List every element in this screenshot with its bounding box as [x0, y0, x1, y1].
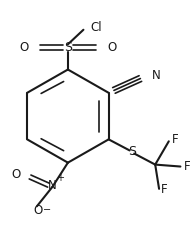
Text: S: S [64, 41, 72, 54]
Text: +: + [56, 173, 64, 183]
Text: S: S [128, 145, 136, 159]
Text: O: O [33, 204, 42, 217]
Text: N: N [48, 179, 57, 193]
Text: −: − [42, 205, 51, 215]
Text: O: O [19, 41, 28, 54]
Text: O: O [11, 168, 20, 181]
Text: F: F [161, 183, 168, 196]
Text: O: O [108, 41, 117, 54]
Text: N: N [152, 69, 161, 82]
Text: F: F [172, 133, 178, 146]
Text: F: F [184, 160, 191, 173]
Text: Cl: Cl [90, 21, 102, 34]
